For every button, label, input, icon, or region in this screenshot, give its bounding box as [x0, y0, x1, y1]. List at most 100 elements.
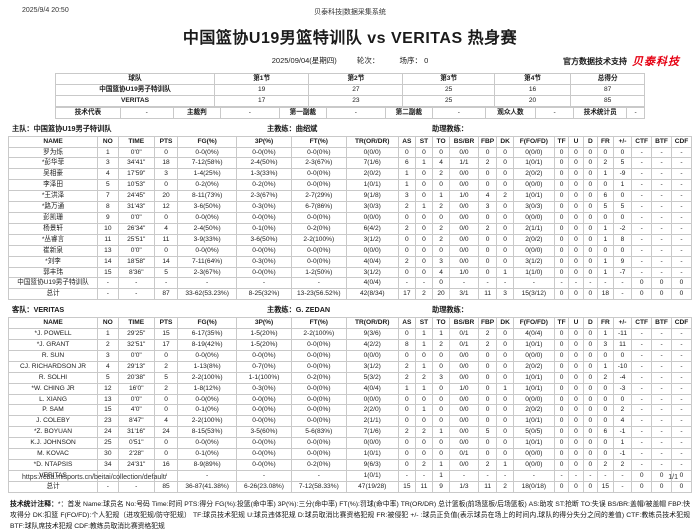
stat-cell: 0	[477, 371, 498, 384]
stat-cell: 0	[496, 437, 514, 450]
row-name-cell: *王洪泽	[7, 190, 99, 203]
official-label: 第二副裁	[384, 106, 433, 119]
official-value: -	[325, 106, 386, 119]
stat-cell: -	[651, 233, 672, 246]
stat-cell: 0	[397, 448, 416, 460]
stat-cell: 1	[414, 360, 434, 373]
table-row: R. SUN 3 0'0" 0 0-0(0%) 0-0(0%) 0-0(0%) 0(0/0) 0…	[7, 349, 693, 362]
row-name-cell: 李泽田	[7, 179, 99, 192]
stat-cell: 0	[153, 437, 179, 450]
row-name-cell: 总计	[7, 288, 99, 301]
stat-cell: 9	[612, 255, 633, 268]
stat-cell: 3-9(33%)	[177, 233, 238, 246]
stat-cell: 0	[397, 233, 416, 246]
stat-cell: 0	[553, 233, 570, 246]
row-name-cell: 吴相豪	[7, 168, 99, 181]
stat-cell: -	[670, 222, 693, 235]
row-name-cell: 崔新泉	[7, 244, 99, 257]
home-team-name: 主队：中国篮协U19男子特训队	[12, 123, 112, 133]
stat-cell: 10	[97, 222, 119, 235]
column-header: NO	[97, 317, 119, 330]
stat-cell: -	[651, 339, 672, 351]
stat-cell: 0	[582, 168, 599, 181]
stat-cell: 0(0/0)	[345, 349, 399, 362]
stat-cell: 1	[431, 426, 451, 439]
stat-cell: 0	[431, 349, 451, 362]
stat-cell: 0-0(0%)	[236, 244, 292, 257]
column-header: CDF	[670, 135, 693, 148]
stat-cell: 0	[582, 211, 599, 224]
stat-cell: -	[97, 288, 119, 301]
stat-cell: -	[496, 277, 514, 290]
stat-cell: 0	[597, 179, 614, 192]
stat-cell: 4'0"	[117, 404, 155, 417]
stat-cell: 17'59"	[117, 168, 155, 181]
stat-cell: 0	[397, 146, 416, 159]
stat-cell: 0	[597, 393, 614, 406]
stat-cell: 0	[477, 349, 498, 362]
stat-cell: 0-0(0%)	[177, 349, 238, 362]
stat-cell: 0-0(0%)	[236, 437, 292, 450]
stat-cell: 42(8/34)	[345, 288, 399, 301]
stat-cell: 0	[597, 382, 614, 395]
stat-cell: -	[177, 277, 238, 290]
stat-cell: -	[568, 277, 584, 290]
column-header: ST	[414, 317, 434, 330]
stat-cell: -	[670, 157, 693, 170]
stat-cell: 3(1/2)	[345, 233, 399, 246]
stat-cell: 2	[397, 360, 416, 373]
stat-cell: 3(1/2)	[512, 255, 555, 268]
stat-cell: 8	[97, 201, 119, 213]
stat-cell: 0	[553, 448, 570, 460]
stat-cell: -	[670, 437, 693, 450]
stat-cell: -2	[612, 222, 633, 235]
stat-cell: 0	[431, 360, 451, 373]
stat-cell: 0/0	[449, 255, 479, 268]
column-header: TIME	[117, 317, 155, 330]
stat-cell: 0	[397, 393, 416, 406]
stat-cell: 31'43"	[117, 201, 155, 213]
stat-cell: -	[670, 393, 693, 406]
stat-cell: 0	[553, 266, 570, 279]
stat-cell: 1(0/1)	[345, 179, 399, 192]
stat-cell: 1-3(33%)	[236, 168, 292, 181]
stat-cell: 4	[431, 157, 451, 170]
stat-cell: 0	[597, 437, 614, 450]
stat-cell: -	[97, 277, 119, 290]
stat-cell: 15	[97, 266, 119, 279]
stat-cell: 0	[477, 404, 498, 417]
stat-cell: 2-2(100%)	[177, 371, 238, 384]
stat-cell: 0	[496, 201, 514, 213]
stat-cell: 0/0	[449, 371, 479, 384]
stat-cell: 3	[431, 371, 451, 384]
stat-cell: 33-62(53.23%)	[177, 288, 238, 301]
stat-cell: 0	[397, 415, 416, 428]
stat-cell: 2-3(67%)	[177, 266, 238, 279]
column-header: D	[582, 135, 599, 148]
print-header-spacer	[459, 7, 678, 17]
column-header: 球队	[54, 73, 216, 85]
stat-cell: 2	[477, 328, 498, 341]
stat-cell: -	[631, 168, 653, 181]
stat-cell: 0/1	[449, 328, 479, 341]
stat-cell: 0	[477, 179, 498, 192]
stat-cell: -	[651, 448, 672, 460]
stat-cell: 0	[414, 255, 434, 268]
stat-cell: 1(0/1)	[512, 157, 555, 170]
stat-cell: 0	[496, 415, 514, 428]
stat-cell: -	[651, 190, 672, 203]
stat-cell: 0	[431, 404, 451, 417]
stat-cell: 3-5(60%)	[236, 426, 292, 439]
stat-cell: 0	[651, 480, 672, 493]
stat-cell: 0	[553, 255, 570, 268]
stat-cell: 9	[97, 211, 119, 224]
stat-cell: 0/0	[449, 459, 479, 471]
stat-cell: 0	[496, 349, 514, 362]
stat-cell: 0	[582, 382, 599, 395]
stat-cell: -	[631, 328, 653, 341]
print-timestamp: 2025/9/4 20:50	[22, 7, 69, 14]
stat-cell: 0-2(0%)	[290, 222, 347, 235]
column-header: DK	[496, 317, 514, 330]
stat-cell: 24'31"	[117, 459, 155, 471]
stat-cell: 5	[477, 426, 498, 439]
